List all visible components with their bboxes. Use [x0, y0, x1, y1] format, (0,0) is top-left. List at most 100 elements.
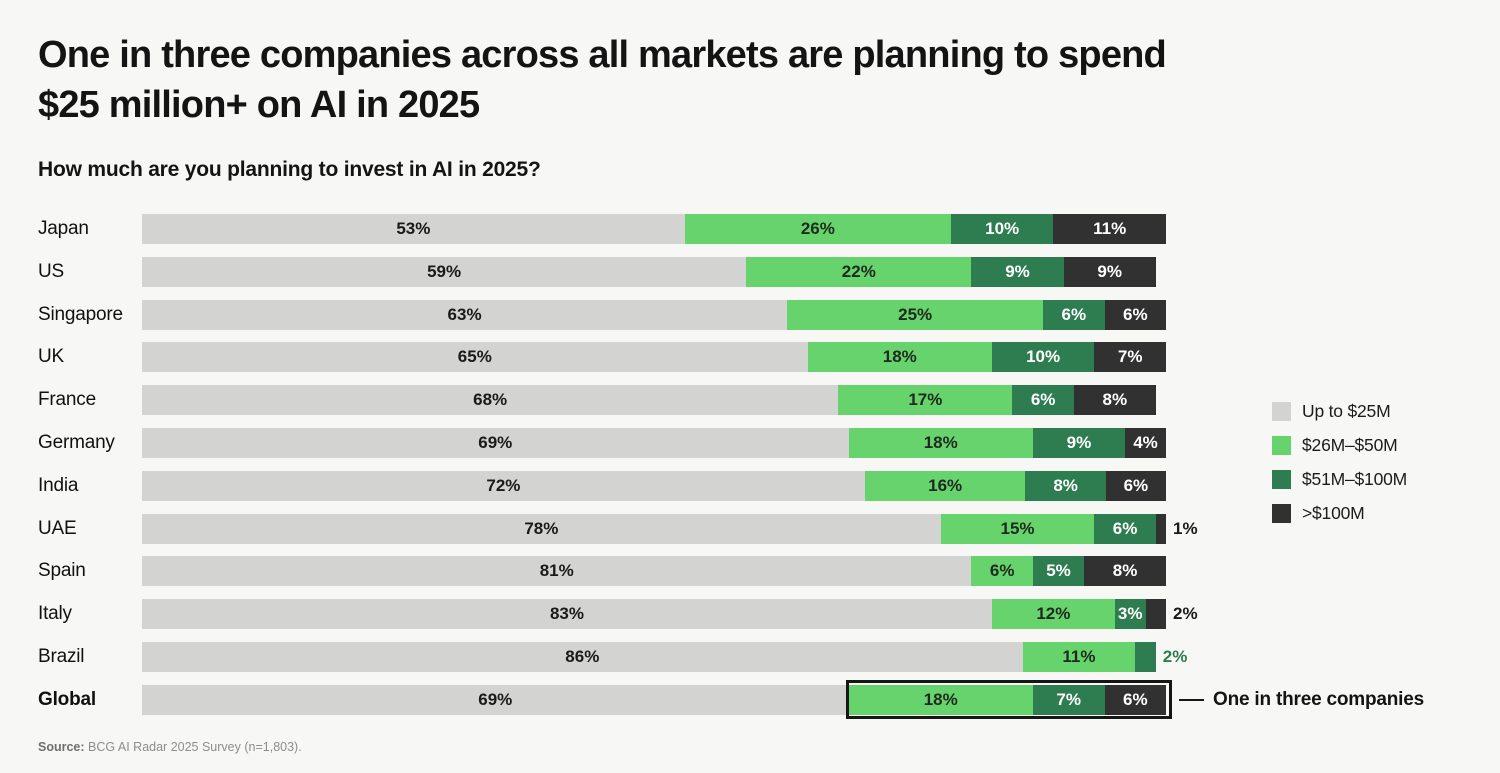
- bar-segment: 65%: [142, 342, 808, 373]
- bar-segment: 8%: [1084, 556, 1166, 587]
- bar-track: 69% 18% 7% 6% One in three companies: [142, 680, 1424, 720]
- bar-segment: 6%: [1104, 684, 1166, 715]
- bar-segment: 18%: [848, 684, 1033, 715]
- bar-area: 63% 25% 6% 6%: [142, 299, 1166, 330]
- legend-label: $26M–$50M: [1302, 434, 1398, 455]
- bar-track: 72% 16% 8% 6%: [142, 470, 1166, 501]
- category-label: Italy: [38, 603, 72, 625]
- bar-segment: 26%: [684, 214, 951, 244]
- legend-swatch: [1272, 503, 1291, 523]
- bar-segment-outside-label: 2%: [1162, 646, 1188, 666]
- bar-segment: [1155, 513, 1166, 544]
- bar-segment: 7%: [1032, 684, 1105, 715]
- bar-segment: 8%: [1073, 385, 1156, 416]
- legend-label: Up to $25M: [1302, 400, 1391, 421]
- bar-area: 69% 18% 9% 4%: [142, 427, 1166, 458]
- bar-row: India 72% 16% 8% 6%: [38, 470, 1166, 501]
- annotation-callout: One in three companies: [1179, 689, 1424, 711]
- bar-segment: 22%: [746, 256, 972, 287]
- bar-segment: 6%: [1094, 513, 1156, 544]
- bar-row: Italy 83% 12% 3% 2%: [38, 599, 1198, 630]
- bar-area: 72% 16% 8% 6%: [142, 470, 1166, 501]
- bar-area: 81% 6% 5% 8%: [142, 556, 1166, 587]
- source-note: Source: BCG AI Radar 2025 Survey (n=1,80…: [38, 740, 302, 754]
- bar-segment: 59%: [142, 256, 747, 287]
- source-text: BCG AI Radar 2025 Survey (n=1,803).: [84, 740, 302, 754]
- bar-row: Singapore 63% 25% 6% 6%: [38, 299, 1166, 330]
- bar-segment: 9%: [1063, 256, 1156, 287]
- bar-track: 69% 18% 9% 4%: [142, 427, 1166, 458]
- page-title: One in three companies across all market…: [38, 30, 1167, 130]
- bar-track: 63% 25% 6% 6%: [142, 299, 1166, 330]
- bar-area: 86% 11% 2%: [142, 641, 1187, 672]
- bar-track: 53% 26% 10% 11%: [142, 214, 1166, 244]
- bar-segment: 86%: [142, 641, 1023, 672]
- bar-row: Global 69% 18% 7% 6% One in three companies: [38, 680, 1424, 720]
- legend-swatch: [1272, 401, 1291, 421]
- bar-segment: 5%: [1032, 556, 1085, 587]
- bar-track: 86% 11% 2%: [142, 641, 1187, 672]
- bar-segment: 16%: [864, 470, 1026, 501]
- bar-row: Germany 69% 18% 9% 4%: [38, 427, 1166, 458]
- category-label: UAE: [38, 517, 77, 539]
- callout-connector-line: [1179, 698, 1204, 702]
- bar-segment: 72%: [142, 470, 865, 501]
- bar-track: 78% 15% 6% 1%: [142, 513, 1198, 544]
- title-line-2: $25 million+ on AI in 2025: [38, 84, 480, 127]
- legend-item: $51M–$100M: [1272, 469, 1407, 489]
- bar-segment: 83%: [142, 599, 992, 630]
- bar-segment: 10%: [991, 342, 1095, 373]
- legend: Up to $25M $26M–$50M $51M–$100M >$100M: [1272, 401, 1407, 537]
- bar-segment: 9%: [1032, 427, 1126, 458]
- legend-label: >$100M: [1302, 502, 1365, 523]
- bar-segment: 10%: [950, 214, 1054, 244]
- bar-segment: 3%: [1114, 599, 1146, 630]
- bar-area: 65% 18% 10% 7%: [142, 342, 1166, 373]
- bar-segment: [1145, 599, 1166, 630]
- bar-segment: 81%: [142, 556, 972, 587]
- bar-segment: 69%: [142, 427, 849, 458]
- legend-label: $51M–$100M: [1302, 468, 1408, 489]
- bar-segment: 11%: [1022, 641, 1136, 672]
- bar-area: 78% 15% 6% 1%: [142, 513, 1198, 544]
- bar-area: 59% 22% 9% 9%: [142, 256, 1166, 287]
- bar-segment: 6%: [1104, 299, 1166, 330]
- bar-segment: 6%: [1012, 385, 1074, 416]
- bar-track: 83% 12% 3% 2%: [142, 599, 1198, 630]
- bar-segment: 17%: [838, 385, 1013, 416]
- bar-segment: 78%: [142, 513, 941, 544]
- bar-segment: 6%: [1105, 470, 1166, 501]
- bar-row: France 68% 17% 6% 8%: [38, 385, 1166, 416]
- bar-segment: 18%: [807, 342, 992, 373]
- chart-rows: Japan 53% 26% 10% 11% US 59% 22% 9% 9% Singapo…: [38, 214, 1424, 720]
- title-line-1: One in three companies across all market…: [38, 34, 1167, 76]
- bar-segment: 12%: [991, 599, 1115, 630]
- bar-segment: 25%: [787, 299, 1044, 330]
- bar-row: Japan 53% 26% 10% 11%: [38, 214, 1166, 244]
- bar-track: 68% 17% 6% 8%: [142, 385, 1156, 416]
- bar-segment: 4%: [1125, 427, 1166, 458]
- category-label: Singapore: [38, 303, 123, 325]
- chart-area: Japan 53% 26% 10% 11% US 59% 22% 9% 9% Singapo…: [38, 214, 1424, 728]
- bar-segment: 15%: [940, 513, 1095, 544]
- bar-segment: 11%: [1053, 214, 1166, 244]
- legend-swatch: [1272, 435, 1291, 455]
- category-label: US: [38, 260, 64, 282]
- bar-row: Spain 81% 6% 5% 8%: [38, 556, 1166, 587]
- category-label: UK: [38, 346, 64, 368]
- bar-track: 59% 22% 9% 9%: [142, 256, 1156, 287]
- category-label: Brazil: [38, 645, 85, 667]
- bar-segment-outside-label: 1%: [1173, 518, 1198, 538]
- bar-segment: 18%: [848, 427, 1033, 458]
- legend-item: >$100M: [1272, 503, 1407, 523]
- bar-segment: 69%: [142, 684, 849, 715]
- bar-row: UK 65% 18% 10% 7%: [38, 342, 1166, 373]
- category-label: Spain: [38, 560, 86, 582]
- bar-segment: 7%: [1094, 342, 1166, 373]
- category-label: Global: [38, 688, 96, 710]
- bar-segment: [1135, 641, 1156, 672]
- callout-text: One in three companies: [1213, 688, 1424, 710]
- bar-area: 68% 17% 6% 8%: [142, 385, 1166, 416]
- category-label: Germany: [38, 431, 115, 453]
